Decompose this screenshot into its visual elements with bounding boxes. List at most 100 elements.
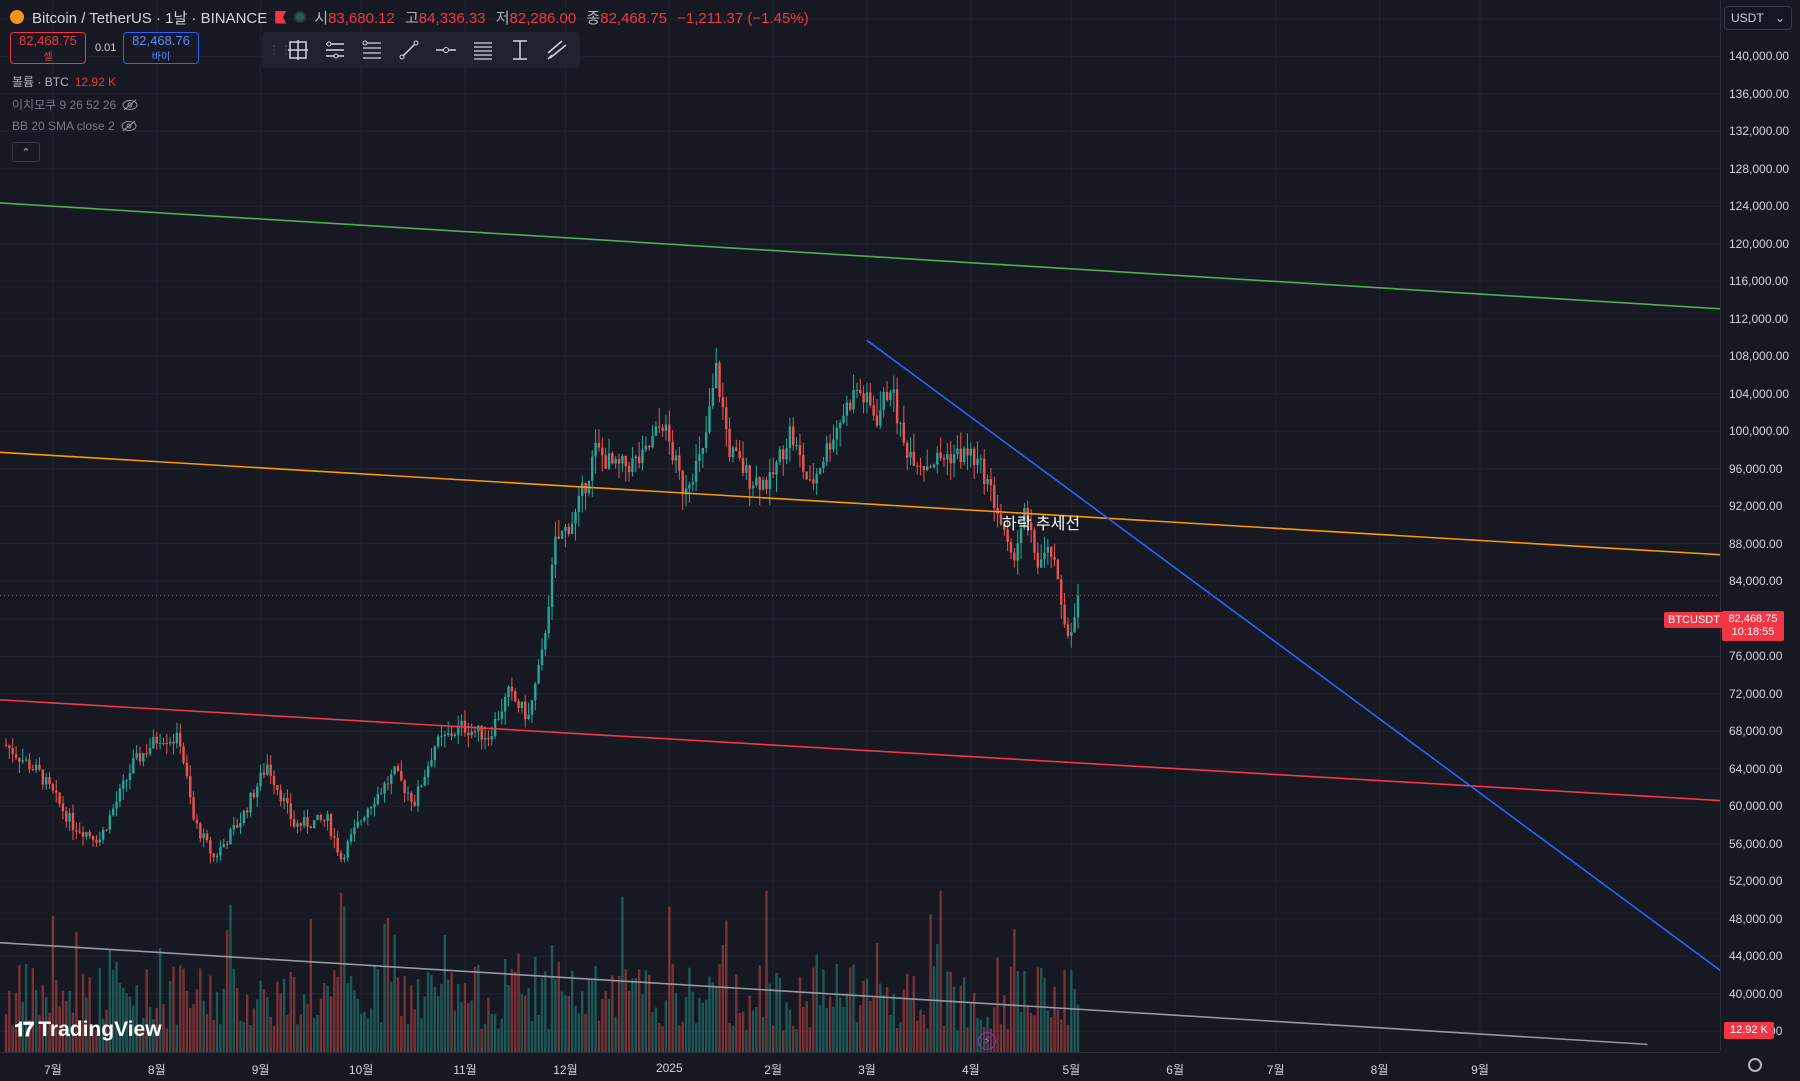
- candle-body: [728, 429, 731, 458]
- volume-bar: [802, 1007, 805, 1052]
- candle-body: [671, 441, 674, 461]
- candle-body: [570, 523, 574, 535]
- currency-selector[interactable]: USDT ⌄: [1724, 6, 1792, 30]
- candle-body: [1036, 552, 1039, 568]
- buy-button[interactable]: 82,468.76 바이: [123, 32, 199, 64]
- volume-bar: [765, 890, 768, 1052]
- price-tick-label: 100,000.00: [1729, 424, 1790, 439]
- price-tick-label: 40,000.00: [1729, 986, 1783, 1001]
- candle-body: [349, 834, 353, 842]
- candle-body: [547, 606, 550, 634]
- volume-bar: [604, 991, 607, 1052]
- volume-bar: [627, 991, 631, 1052]
- candle-body: [487, 738, 490, 740]
- symbol-title[interactable]: Bitcoin / TetherUS · 1날 · BINANCE: [32, 9, 268, 27]
- volume-bar: [631, 978, 634, 1052]
- volume-bar: [564, 995, 567, 1052]
- candle-body: [393, 766, 396, 775]
- candle-body: [581, 482, 584, 496]
- fib-retracement-icon[interactable]: [356, 35, 387, 65]
- candle-body: [916, 465, 919, 467]
- candle-body: [343, 857, 346, 860]
- volume-legend[interactable]: 볼륨 · BTC 12.92 K: [12, 73, 116, 90]
- price-axis[interactable]: 144,000.00140,000.00136,000.00132,000.00…: [1720, 0, 1800, 1050]
- parallel-lines-icon[interactable]: [319, 35, 350, 65]
- candle-body: [175, 732, 179, 744]
- volume-bar: [634, 978, 637, 1052]
- collapse-legend-button[interactable]: ⌃: [12, 142, 40, 162]
- trendline-annotation[interactable]: 하락 추세선: [1002, 516, 1081, 533]
- volume-bar: [792, 1026, 795, 1052]
- candle-body: [319, 814, 323, 820]
- volume-bar: [654, 1007, 658, 1052]
- candle-body: [363, 817, 366, 821]
- volume-bar: [1023, 971, 1026, 1052]
- volume-bar: [71, 1012, 75, 1052]
- volume-bar: [463, 983, 467, 1052]
- volume-bar: [185, 991, 189, 1052]
- volume-bar: [386, 918, 390, 1052]
- volume-bar: [611, 975, 614, 1052]
- volume-bar: [952, 986, 956, 1052]
- volume-bar: [849, 967, 852, 1052]
- candle-body: [1009, 541, 1013, 553]
- horizontal-ray-icon[interactable]: [430, 35, 461, 65]
- candle-body: [540, 649, 544, 665]
- flag-icon[interactable]: [275, 10, 287, 24]
- pitchfork-icon[interactable]: [541, 35, 572, 65]
- volume-bar: [879, 983, 882, 1052]
- volume-bar: [349, 975, 353, 1052]
- candle-body: [946, 454, 949, 460]
- candle-body: [182, 746, 185, 763]
- volume-bar: [922, 1014, 926, 1052]
- candle-body: [269, 764, 272, 776]
- eye-hidden-icon[interactable]: [121, 120, 137, 132]
- sell-button[interactable]: 82,468.75 셀: [10, 32, 86, 64]
- volume-bar: [447, 979, 450, 1052]
- lightning-icon[interactable]: ⚡: [978, 1032, 996, 1050]
- trend-line-icon[interactable]: [393, 35, 424, 65]
- bb-legend[interactable]: BB 20 SMA close 2: [12, 119, 137, 133]
- candle-body: [708, 405, 711, 433]
- volume-bar: [597, 1020, 601, 1052]
- candle-body: [678, 455, 681, 471]
- volume-bar: [510, 968, 514, 1052]
- horizontal-lines-icon[interactable]: [467, 35, 498, 65]
- ichimoku-legend[interactable]: 이치모쿠 9 26 52 26: [12, 96, 138, 113]
- volume-bar: [728, 1023, 731, 1052]
- price-chart[interactable]: [0, 0, 1720, 1052]
- volume-bar: [835, 964, 838, 1052]
- volume-bar: [862, 980, 865, 1052]
- brand-name: TradingView: [38, 1018, 162, 1041]
- time-tick-label: 12월: [553, 1063, 578, 1077]
- candle-body: [661, 427, 664, 431]
- crosshair-icon[interactable]: [282, 35, 313, 65]
- volume-bar: [118, 983, 122, 1052]
- volume-bar: [225, 930, 229, 1052]
- candle-body: [503, 697, 507, 712]
- time-axis[interactable]: 7월 8월 9월 10월 11월 12월 2025 2월 3월 4월 5월 6월 7월 8월 9월: [0, 1052, 1720, 1081]
- settings-icon[interactable]: [1748, 1058, 1762, 1072]
- volume-bar: [168, 981, 172, 1052]
- volume-bar: [14, 992, 18, 1052]
- candle-body: [758, 477, 761, 490]
- drag-handle-icon[interactable]: ⋮⋮: [268, 43, 292, 57]
- candle-body: [775, 461, 778, 475]
- candle-body: [162, 742, 165, 744]
- tradingview-logo[interactable]: 𝟏𝟕 TradingView: [14, 1018, 162, 1042]
- time-tick-label: 9월: [1471, 1063, 1489, 1077]
- price-range-icon[interactable]: [504, 35, 535, 65]
- volume-bar: [909, 1000, 912, 1052]
- price-tick-label: 136,000.00: [1729, 86, 1790, 101]
- volume-bar: [55, 980, 58, 1052]
- volume-bar: [698, 998, 701, 1052]
- candle-body: [634, 456, 637, 459]
- volume-bar: [1053, 986, 1056, 1052]
- volume-bar: [788, 1009, 792, 1052]
- candle-body: [658, 426, 661, 428]
- volume-bar: [1029, 1012, 1033, 1052]
- volume-bar: [41, 984, 45, 1052]
- candle-body: [8, 745, 11, 749]
- candle-body: [453, 734, 457, 737]
- eye-hidden-icon[interactable]: [122, 99, 138, 111]
